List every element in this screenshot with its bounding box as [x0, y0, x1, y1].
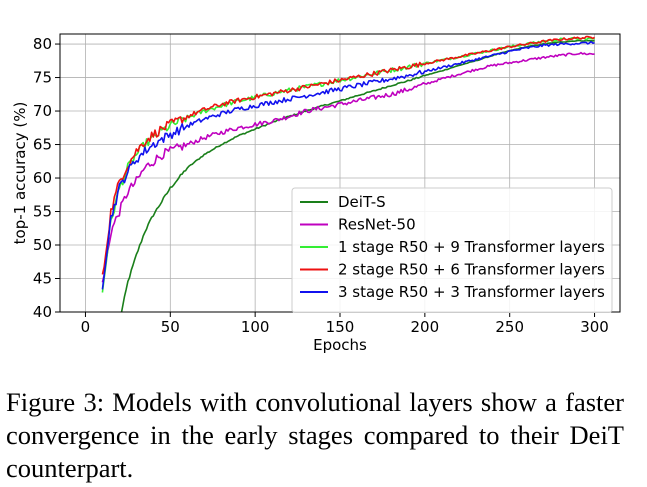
tick-marks: [55, 43, 596, 317]
y-tick-label: 80: [33, 35, 52, 53]
x-tick-label: 300: [580, 318, 609, 336]
x-tick-label: 0: [81, 318, 91, 336]
y-axis-label: top-1 accuracy (%): [11, 102, 29, 245]
y-tick-label: 65: [33, 136, 52, 154]
chart-svg: 0 50 100 150 200 250 300 40 45 50 55 60 65 70 75 80 Epo…: [11, 33, 621, 354]
y-tick-label: 40: [33, 303, 52, 321]
y-tick-label: 75: [33, 69, 52, 87]
y-tick-label: 50: [33, 236, 52, 254]
x-tick-label: 200: [411, 318, 440, 336]
legend-box: [291, 187, 613, 313]
series-lines: [101, 35, 595, 312]
y-tick-label: 60: [33, 169, 52, 187]
legend-label: 1 stage R50 + 9 Transformer layers: [338, 238, 605, 256]
x-tick-label: 50: [161, 318, 180, 336]
series-line: [101, 35, 595, 275]
legend-label: 3 stage R50 + 3 Transformer layers: [338, 283, 605, 301]
legend-label: DeiT-S: [338, 193, 386, 211]
accuracy-chart: 0 50 100 150 200 250 300 40 45 50 55 60 65 70 75 80 Epo…: [11, 33, 621, 354]
tick-labels: 0 50 100 150 200 250 300 40 45 50 55 60 65 70 75 80: [33, 35, 609, 336]
y-tick-label: 70: [33, 102, 52, 120]
legend-label: ResNet-50: [338, 216, 416, 234]
x-tick-label: 150: [326, 318, 355, 336]
y-tick-label: 55: [33, 203, 52, 221]
x-tick-label: 100: [241, 318, 270, 336]
legend-label: 2 stage R50 + 6 Transformer layers: [338, 261, 605, 279]
series-line: [101, 40, 595, 290]
series-line: [101, 51, 595, 283]
y-tick-label: 45: [33, 270, 52, 288]
legend: DeiT-S ResNet-50 1 stage R50 + 9 Transform…: [291, 187, 613, 313]
figure-caption: Figure 3: Models with convolutional laye…: [6, 387, 624, 483]
x-tick-label: 250: [495, 318, 524, 336]
x-axis-label: Epochs: [313, 336, 367, 354]
